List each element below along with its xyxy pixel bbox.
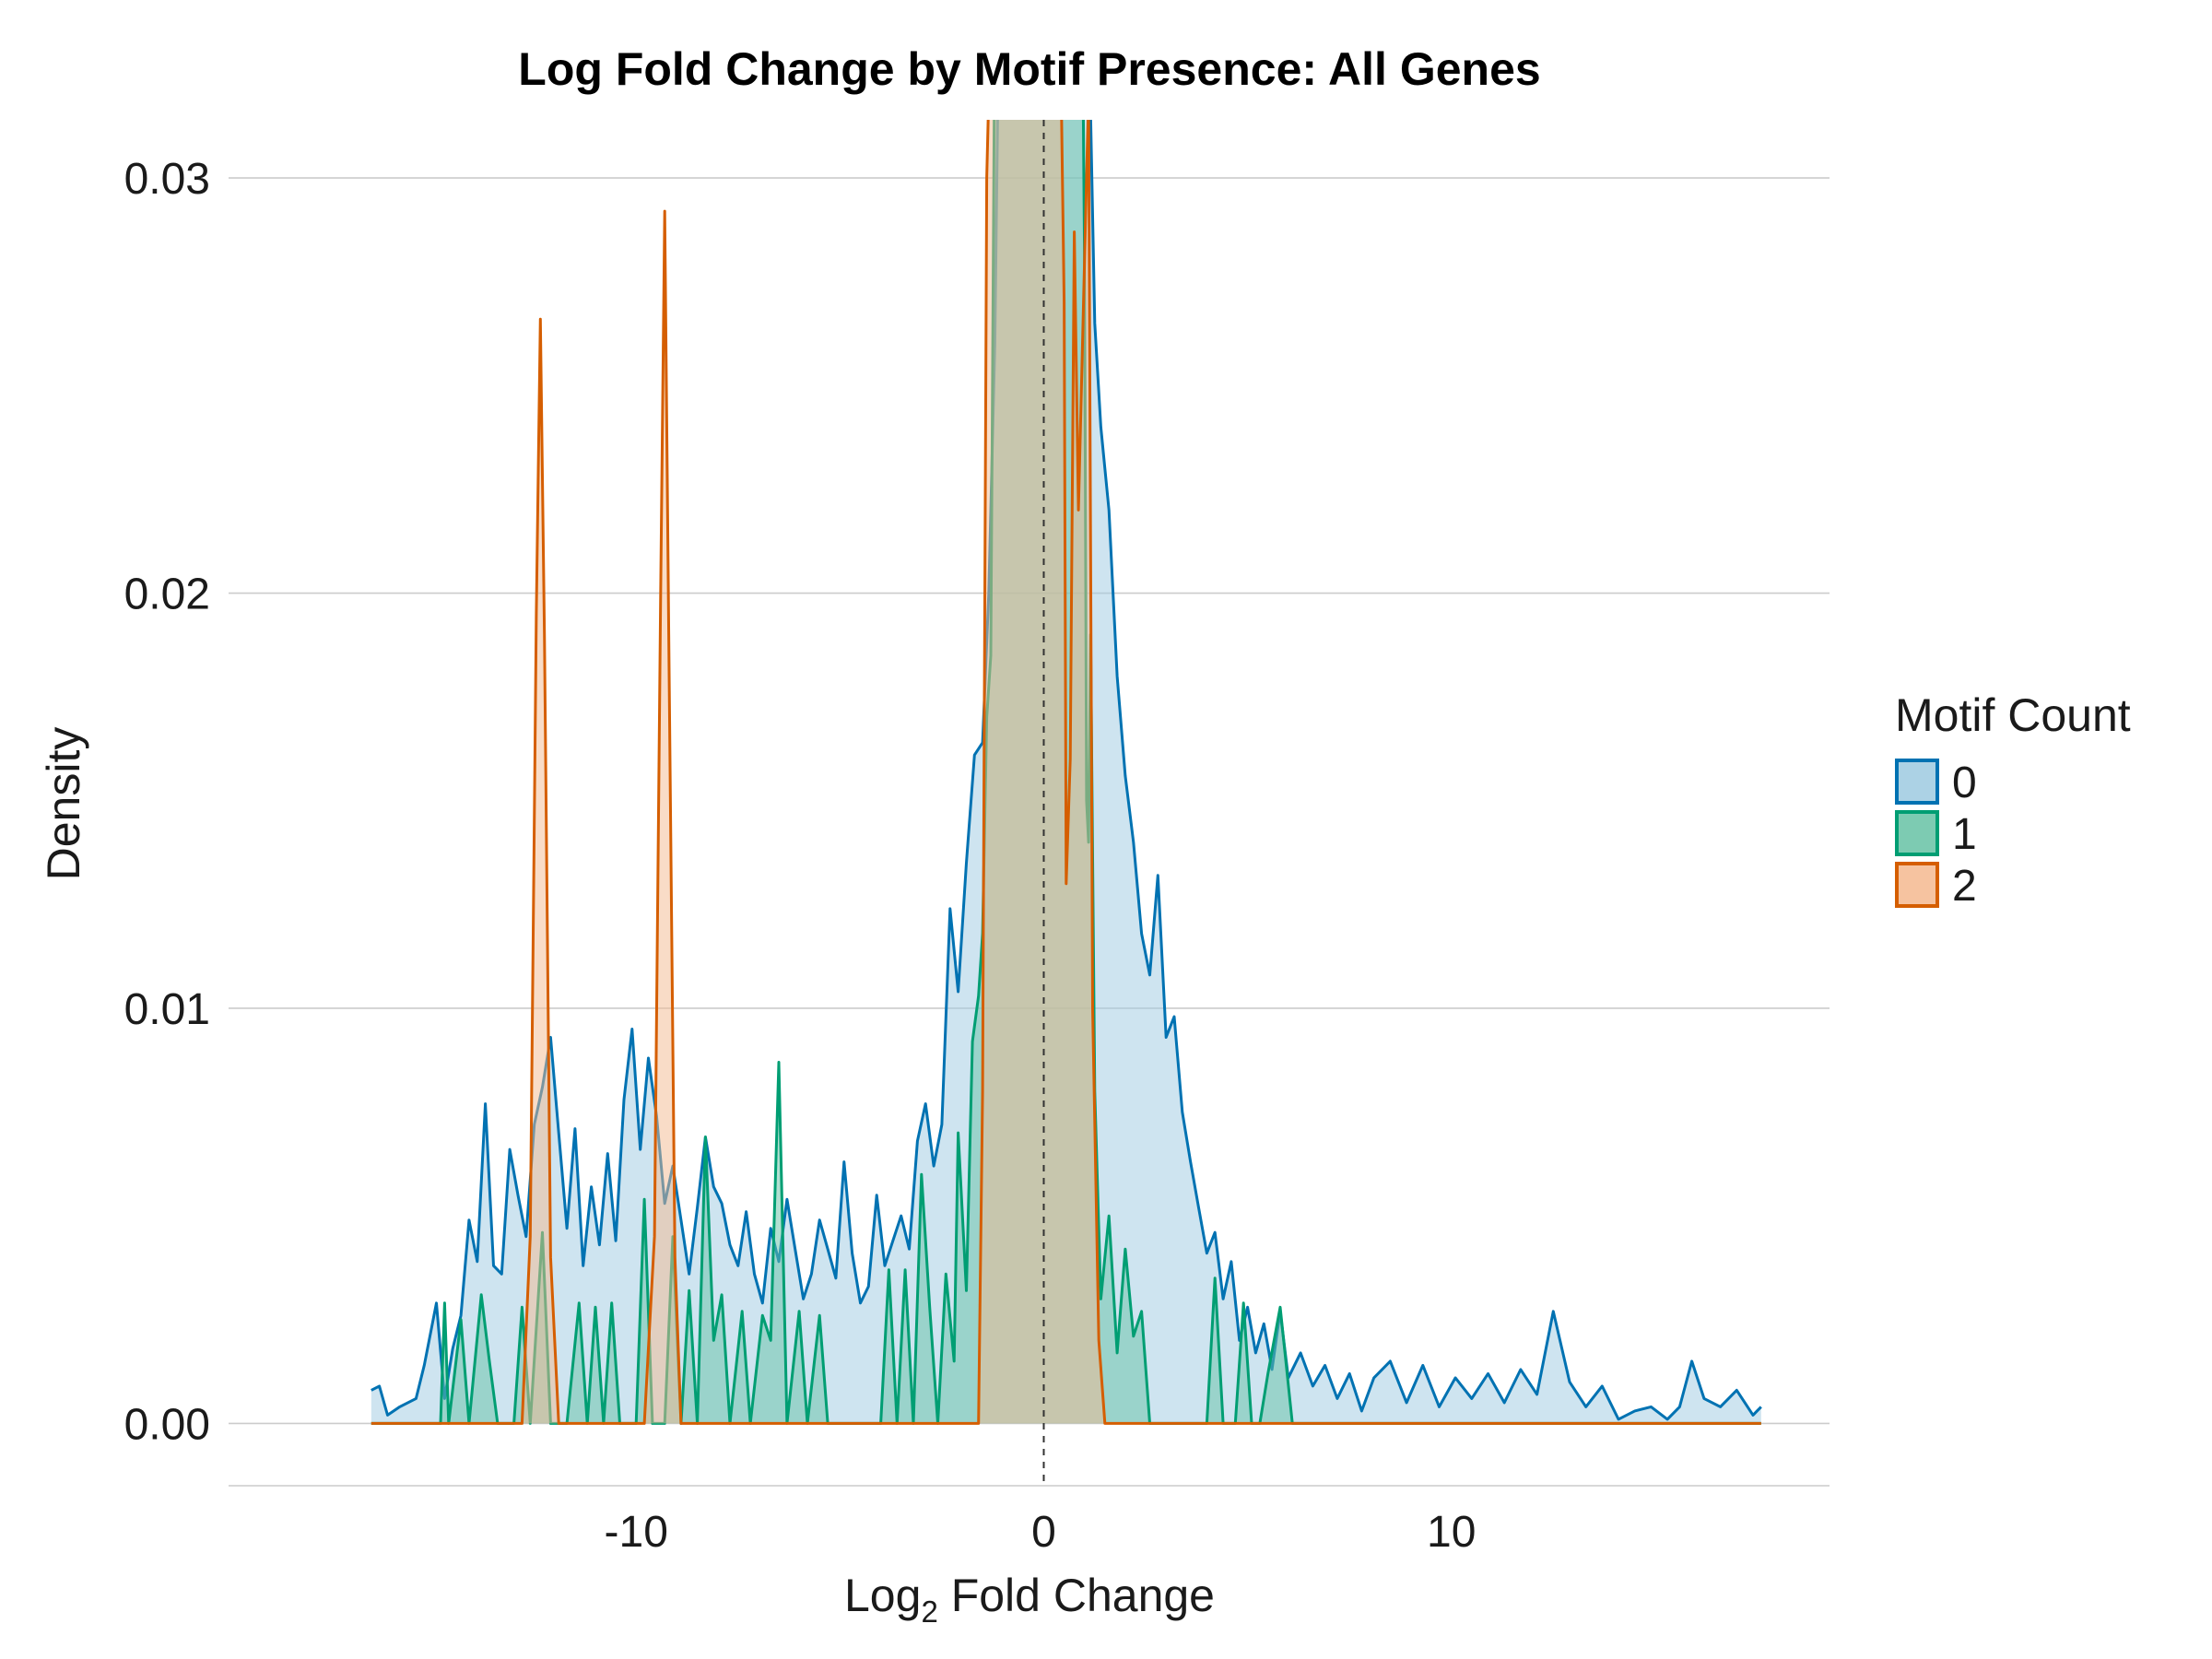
legend-key-2 (1895, 862, 1939, 908)
legend-label-2: 2 (1952, 862, 1977, 911)
y-axis-label: Density (38, 727, 89, 881)
x-axis-label: Log2 Fold Change (844, 1570, 1215, 1629)
x-axis-ticks: -10 0 10 (605, 1508, 1477, 1557)
y-axis-ticks: 0.00 0.01 0.02 0.03 (124, 155, 210, 1449)
legend-key-0 (1895, 759, 1939, 805)
x-tick-label: 0 (1031, 1508, 1056, 1557)
density-areas (371, 120, 1762, 1425)
y-tick-label: 0.02 (124, 571, 210, 619)
x-axis-label-subscript: 2 (921, 1594, 937, 1629)
density-line-2 (371, 120, 1761, 1425)
x-tick-label: -10 (605, 1508, 668, 1557)
legend-title: Motif Count (1895, 689, 2131, 741)
legend: Motif Count 012 (1895, 689, 2131, 911)
y-tick-label: 0.03 (124, 155, 210, 204)
x-axis-label-suffix: Fold Change (938, 1570, 1215, 1621)
x-axis-label-main: Log (844, 1570, 921, 1621)
chart-title: Log Fold Change by Motif Presence: All G… (518, 43, 1540, 95)
density-area-2 (371, 120, 1761, 1424)
y-tick-label: 0.00 (124, 1400, 210, 1449)
x-tick-label: 10 (1427, 1508, 1476, 1557)
y-tick-label: 0.01 (124, 985, 210, 1034)
density-line-0 (371, 120, 1762, 1421)
legend-key-1 (1895, 810, 1939, 856)
legend-label-0: 0 (1952, 759, 1977, 807)
legend-label-1: 1 (1952, 810, 1977, 859)
